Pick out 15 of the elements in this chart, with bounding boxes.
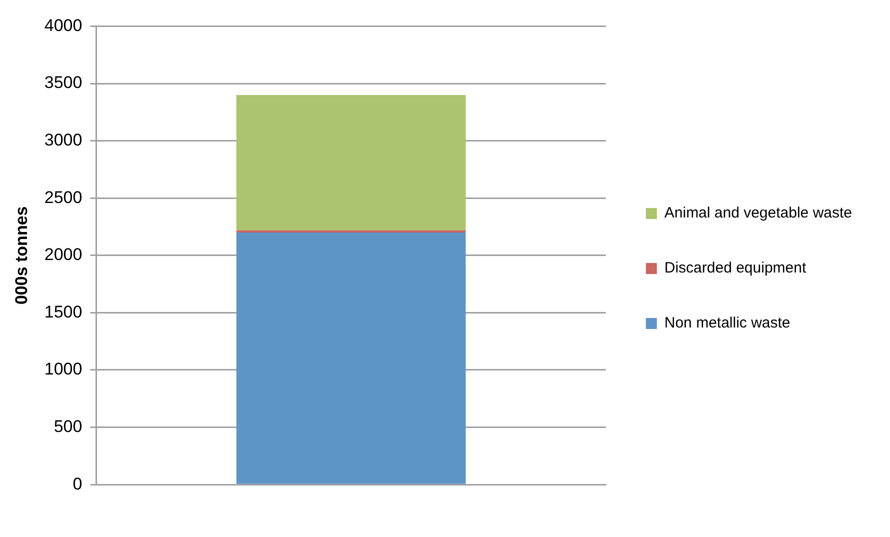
legend-label: Non metallic waste xyxy=(664,314,790,332)
y-tick-label: 2000 xyxy=(44,245,82,264)
y-axis-title: 000s tonnes xyxy=(12,206,31,305)
y-tick-label: 1000 xyxy=(44,360,82,379)
y-tick-label: 4000 xyxy=(44,16,82,35)
y-tick-label: 2500 xyxy=(44,188,82,207)
y-tick-label: 1500 xyxy=(44,302,82,322)
bar xyxy=(236,232,466,484)
y-tick-label: 500 xyxy=(54,416,82,436)
legend-label: Discarded equipment xyxy=(664,260,807,277)
y-tick-label: 3000 xyxy=(44,130,82,150)
bar xyxy=(236,94,466,230)
legend-label: Animal and vegetable waste xyxy=(664,204,852,222)
y-tick-label: 3500 xyxy=(44,73,82,92)
y-tick-label: 0 xyxy=(72,474,82,494)
